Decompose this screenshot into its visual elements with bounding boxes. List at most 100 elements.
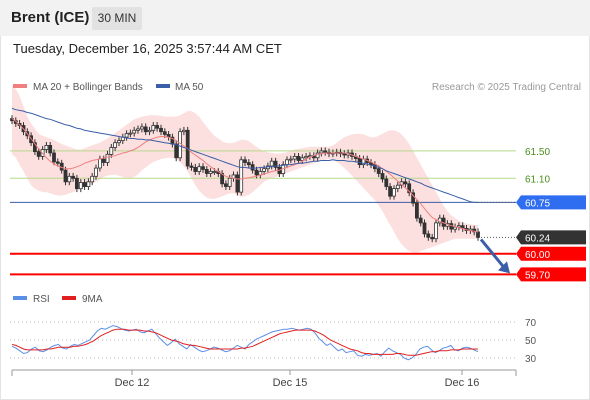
candle <box>55 158 60 167</box>
candle <box>71 172 75 182</box>
candle <box>357 155 362 169</box>
level-badge-60.75: 60.75 <box>516 195 586 210</box>
candle <box>147 126 152 136</box>
candle-body <box>128 132 133 135</box>
candle <box>139 123 144 133</box>
candle-body <box>36 151 41 157</box>
candle <box>220 170 225 188</box>
candle-body <box>414 202 419 219</box>
ma20-line <box>11 118 479 233</box>
candle <box>33 139 37 155</box>
level-label-61.50: 61.50 <box>525 147 550 158</box>
candle <box>75 174 79 193</box>
ma50-legend-label: MA 50 <box>175 82 204 93</box>
candle-body <box>155 125 160 129</box>
x-axis: Dec 12 Dec 15 Dec 16 <box>11 369 517 389</box>
candle <box>189 162 194 171</box>
candle <box>178 128 183 162</box>
candle <box>342 150 347 159</box>
candle-body <box>292 155 297 160</box>
candle-body <box>75 177 79 190</box>
candle-body <box>67 175 72 183</box>
candle-body <box>124 133 129 138</box>
candle <box>86 178 91 190</box>
candle-body <box>285 159 289 166</box>
candle-body <box>143 126 148 133</box>
candle <box>113 139 117 151</box>
candle <box>323 147 328 156</box>
candle <box>243 156 247 166</box>
level-badge-text: 60.00 <box>525 250 550 261</box>
candle-body <box>132 129 137 134</box>
candle <box>453 223 458 233</box>
candle <box>269 157 274 170</box>
candle-body <box>52 152 56 163</box>
level-badge-shape <box>516 195 586 210</box>
candle <box>223 180 228 190</box>
bollinger-band-area <box>12 85 478 253</box>
candle <box>418 214 423 227</box>
candle <box>151 122 156 134</box>
candle-body <box>174 143 179 159</box>
candle <box>94 164 98 180</box>
candle <box>246 159 251 169</box>
candle-body <box>208 171 213 174</box>
candle-body <box>189 165 194 168</box>
ma50-legend-swatch <box>156 84 170 88</box>
candle-body <box>418 217 423 224</box>
candle <box>250 161 255 174</box>
candle-body <box>139 126 144 130</box>
candle-body <box>426 233 431 238</box>
candle-body <box>147 129 152 133</box>
candle <box>204 166 209 177</box>
candle-body <box>162 131 167 135</box>
rsi-tick-30: 30 <box>525 354 537 365</box>
candle <box>128 129 133 138</box>
candle <box>109 144 114 158</box>
instrument-title: Brent (ICE) <box>11 9 90 26</box>
timeframe-badge[interactable]: 30 MIN <box>92 7 142 30</box>
candle <box>174 140 179 162</box>
candle-body <box>453 226 458 230</box>
candle <box>48 142 53 157</box>
level-badge-59.70: 59.70 <box>516 267 586 282</box>
candle <box>380 170 385 183</box>
level-badge-shape <box>516 267 586 282</box>
candle-body <box>94 167 98 177</box>
candle <box>430 233 435 243</box>
candle-body <box>304 155 309 159</box>
candle-body <box>273 160 278 168</box>
candle-body <box>178 131 183 159</box>
candle <box>63 166 68 186</box>
ma20-legend-swatch <box>13 84 27 88</box>
candle <box>403 178 408 188</box>
candle <box>159 124 163 136</box>
rsi-ma-legend-swatch <box>62 296 76 300</box>
candle-body <box>246 162 251 166</box>
candle-body <box>250 164 255 171</box>
candle-body <box>117 140 121 144</box>
candle <box>132 126 137 137</box>
candle <box>117 137 121 147</box>
candle <box>124 130 129 141</box>
candle-body <box>44 144 49 150</box>
candle <box>181 126 186 136</box>
candle <box>273 157 278 171</box>
candle <box>155 122 160 132</box>
header-bar: Brent (ICE) 30 MIN <box>0 0 590 36</box>
candle <box>300 154 305 164</box>
candle-body <box>288 158 293 161</box>
level-badge-shape <box>516 246 586 261</box>
candle-body <box>456 225 461 228</box>
ma20-legend-label: MA 20 + Bollinger Bands <box>33 82 143 93</box>
rsi-legend-swatch <box>13 296 27 300</box>
candle-body <box>243 159 247 163</box>
candle-body <box>388 186 393 197</box>
candle <box>319 147 324 157</box>
candle <box>411 189 416 207</box>
candle-body <box>254 169 259 176</box>
level-badge-60.00: 60.00 <box>516 246 586 261</box>
candle <box>315 149 320 162</box>
candle <box>414 199 419 222</box>
candle-body <box>342 153 347 156</box>
